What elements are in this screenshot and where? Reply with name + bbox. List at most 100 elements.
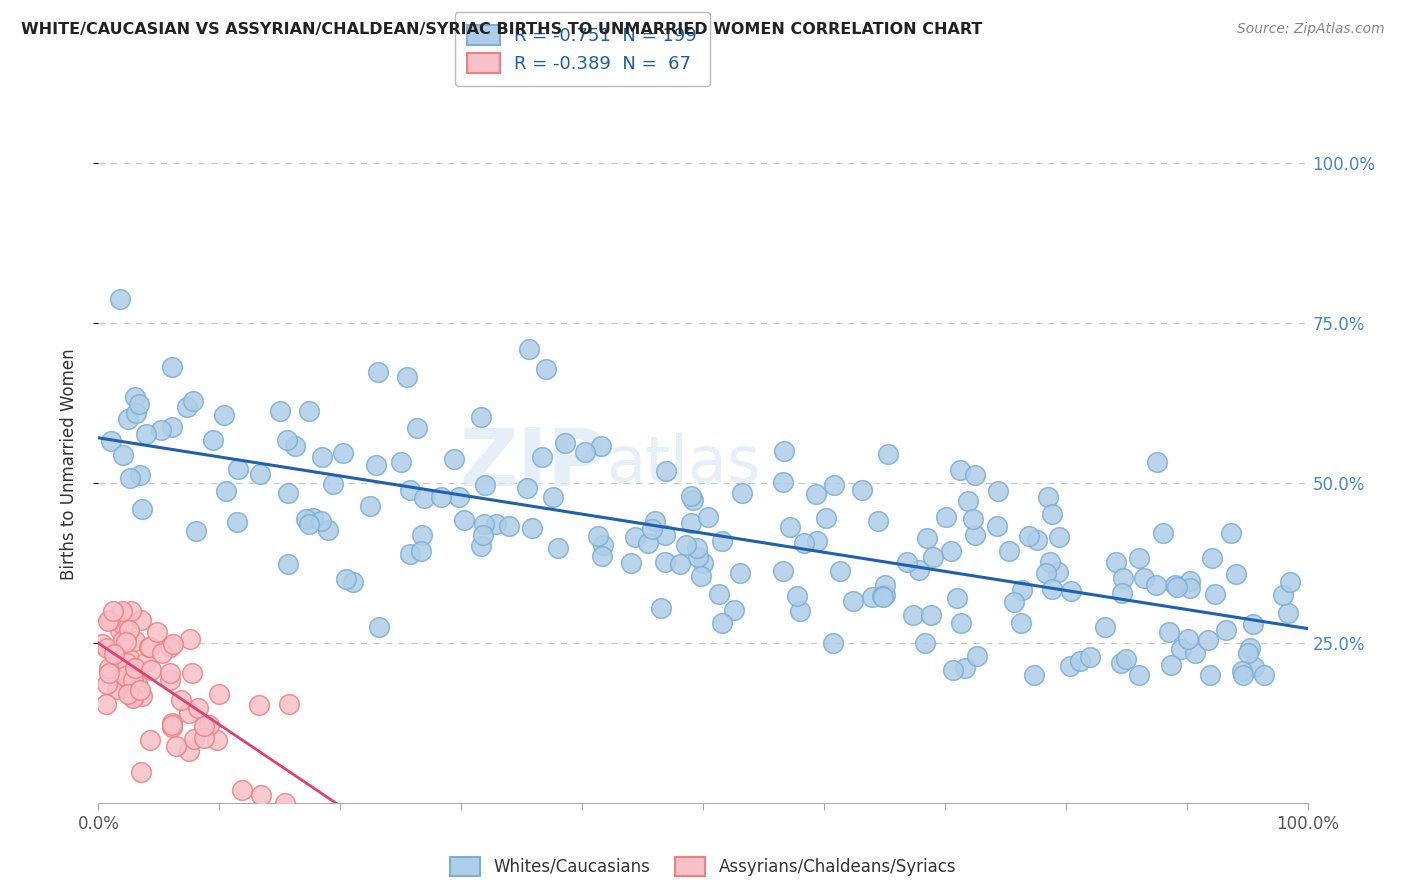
Point xyxy=(443,452,465,467)
Point xyxy=(723,603,745,617)
Point xyxy=(138,640,160,654)
Point xyxy=(359,499,381,513)
Point xyxy=(121,673,143,687)
Point xyxy=(696,510,718,524)
Point xyxy=(131,501,153,516)
Point xyxy=(1243,660,1265,674)
Point xyxy=(1271,588,1294,602)
Point xyxy=(159,673,181,687)
Point xyxy=(1128,668,1150,682)
Point xyxy=(692,556,714,570)
Point xyxy=(278,697,301,711)
Point xyxy=(1204,587,1226,601)
Point xyxy=(1109,657,1132,671)
Point xyxy=(953,661,976,675)
Point xyxy=(1059,583,1081,598)
Legend: Whites/Caucasians, Assyrians/Chaldeans/Syriacs: Whites/Caucasians, Assyrians/Chaldeans/S… xyxy=(443,850,963,882)
Point xyxy=(298,404,321,418)
Point xyxy=(115,657,138,671)
Point xyxy=(1115,652,1137,666)
Point xyxy=(474,478,496,492)
Point xyxy=(411,544,433,558)
Point xyxy=(1230,664,1253,678)
Point xyxy=(1184,646,1206,660)
Point xyxy=(866,514,889,528)
Point xyxy=(654,555,676,569)
Point xyxy=(1277,607,1299,621)
Point xyxy=(120,471,142,485)
Point xyxy=(1024,668,1046,682)
Point xyxy=(453,513,475,527)
Point xyxy=(966,648,988,663)
Text: WHITE/CAUCASIAN VS ASSYRIAN/CHALDEAN/SYRIAC BIRTHS TO UNMARRIED WOMEN CORRELATIO: WHITE/CAUCASIAN VS ASSYRIAN/CHALDEAN/SYR… xyxy=(21,22,983,37)
Point xyxy=(872,590,894,604)
Point xyxy=(531,450,554,464)
Point xyxy=(644,514,666,528)
Point xyxy=(1002,595,1025,609)
Point xyxy=(101,604,124,618)
Point xyxy=(302,510,325,524)
Point xyxy=(225,516,247,530)
Point xyxy=(117,676,139,690)
Point xyxy=(342,575,364,590)
Point xyxy=(318,524,340,538)
Point xyxy=(311,450,333,464)
Point xyxy=(398,483,420,497)
Point xyxy=(332,446,354,460)
Point xyxy=(226,462,249,476)
Point xyxy=(623,531,645,545)
Point xyxy=(295,512,318,526)
Point xyxy=(298,516,321,531)
Point xyxy=(1111,586,1133,600)
Point xyxy=(786,589,808,603)
Point xyxy=(1018,529,1040,543)
Point xyxy=(1105,555,1128,569)
Point xyxy=(1094,620,1116,634)
Point xyxy=(1232,668,1254,682)
Point xyxy=(707,587,730,601)
Point xyxy=(946,591,969,605)
Point xyxy=(335,572,357,586)
Point xyxy=(111,632,134,647)
Point xyxy=(131,689,153,703)
Point xyxy=(1241,616,1264,631)
Point xyxy=(987,483,1010,498)
Point xyxy=(821,636,844,650)
Point xyxy=(212,408,235,422)
Point xyxy=(731,485,754,500)
Point xyxy=(828,564,851,578)
Point xyxy=(129,764,152,779)
Point xyxy=(793,536,815,550)
Point xyxy=(520,521,543,535)
Point xyxy=(1199,668,1222,682)
Point xyxy=(1178,574,1201,589)
Point xyxy=(650,601,672,615)
Point xyxy=(842,594,865,608)
Point xyxy=(90,637,112,651)
Point xyxy=(193,719,215,733)
Point xyxy=(159,666,181,681)
Point xyxy=(942,663,965,677)
Point xyxy=(873,578,896,592)
Point xyxy=(1128,550,1150,565)
Point xyxy=(1026,533,1049,547)
Point xyxy=(111,448,134,462)
Point xyxy=(186,701,208,715)
Point xyxy=(364,458,387,473)
Point xyxy=(1157,625,1180,640)
Point xyxy=(772,475,794,489)
Point xyxy=(430,490,453,504)
Point xyxy=(201,433,224,447)
Point xyxy=(104,645,127,659)
Point xyxy=(470,539,492,553)
Point xyxy=(1236,646,1258,660)
Point xyxy=(96,677,118,691)
Point xyxy=(181,393,204,408)
Point xyxy=(208,687,231,701)
Point xyxy=(554,436,576,450)
Point xyxy=(1010,615,1032,630)
Point xyxy=(1011,582,1033,597)
Point xyxy=(110,604,132,618)
Point xyxy=(901,607,924,622)
Point xyxy=(411,528,433,542)
